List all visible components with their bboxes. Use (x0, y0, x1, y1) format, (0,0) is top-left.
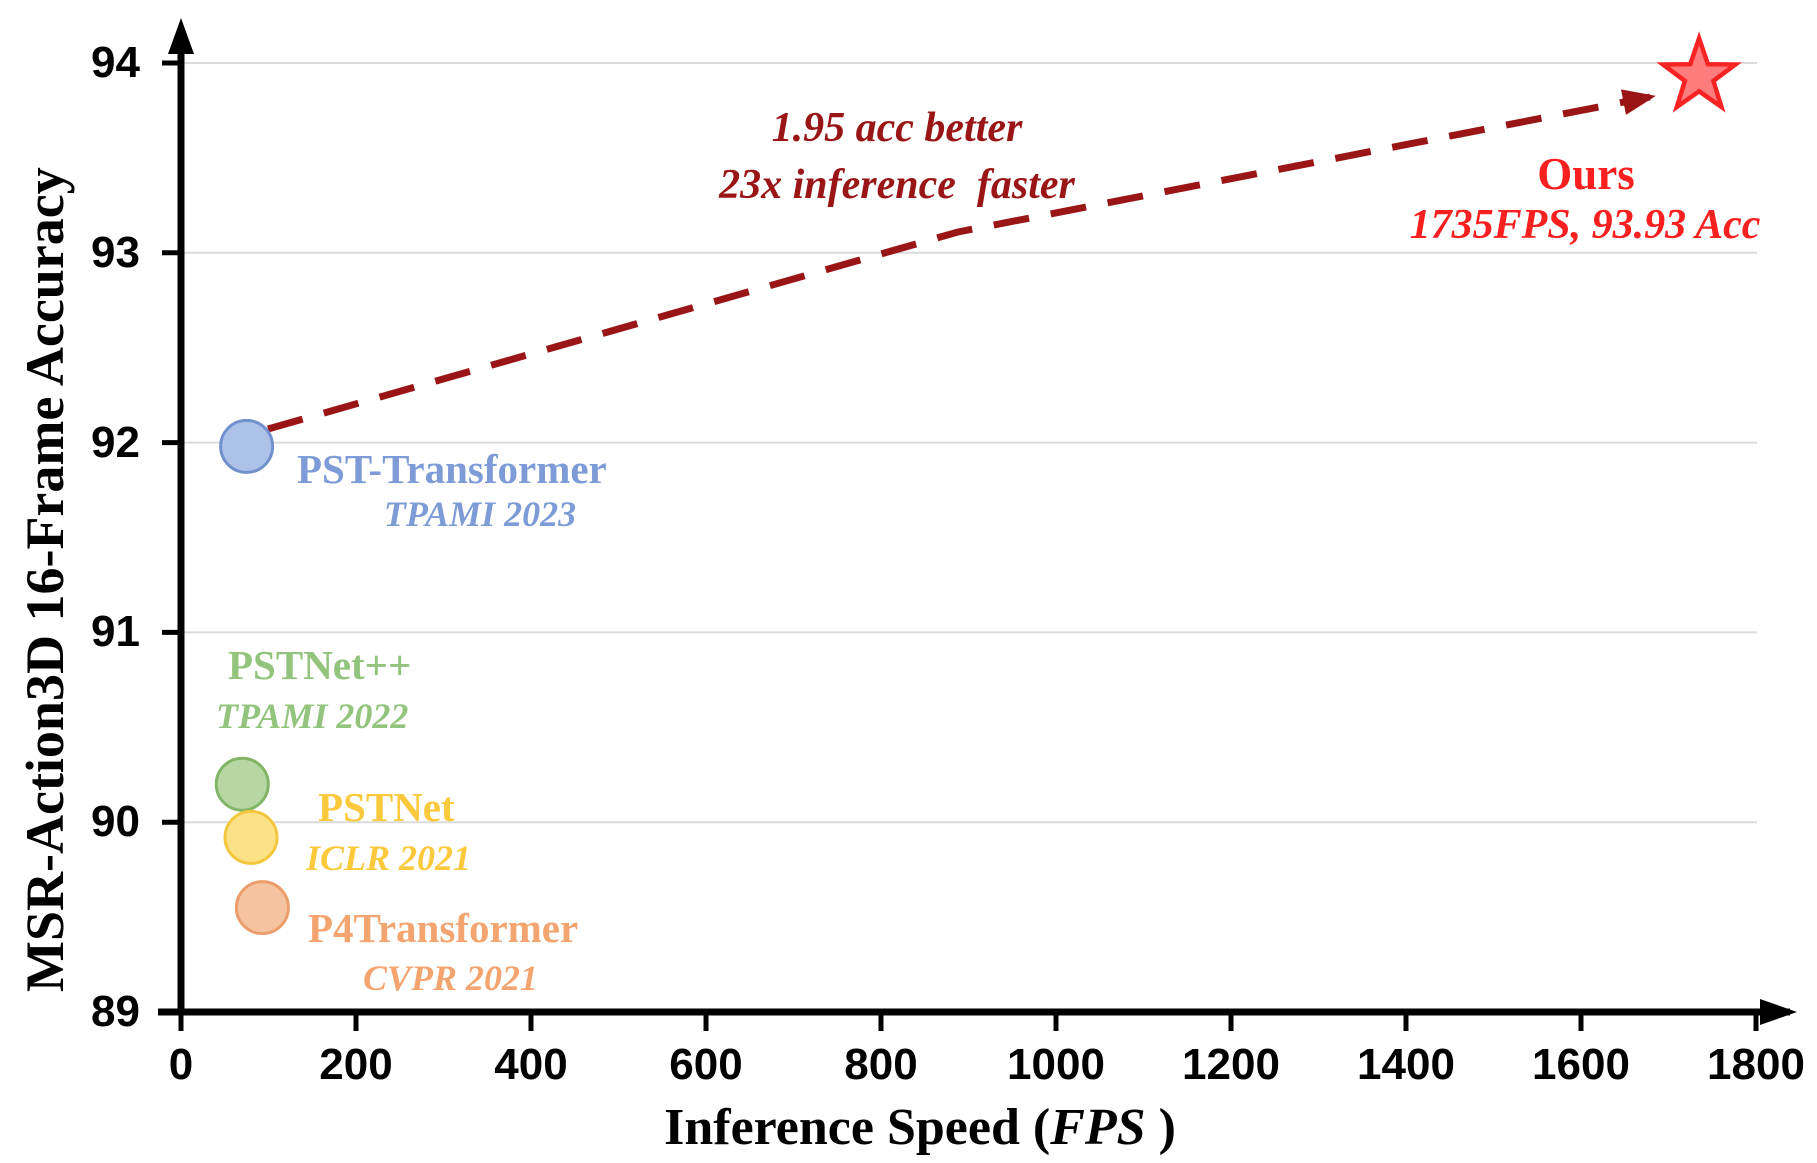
x-tick-label-1800: 1800 (1707, 1040, 1805, 1089)
point-marker-pstnet-pp (214, 756, 270, 812)
y-tick-label-90: 90 (91, 797, 140, 847)
x-tick-label-600: 600 (669, 1040, 743, 1089)
x-tick-label-1200: 1200 (1182, 1040, 1280, 1089)
x-axis-title-prefix: Inference Speed ( (664, 1099, 1051, 1156)
x-tick-label-200: 200 (319, 1040, 393, 1089)
point-marker-p4transformer (234, 880, 290, 936)
point-venue-pst-transformer: TPAMI 2023 (383, 494, 577, 534)
point-venue-pstnet-pp: TPAMI 2022 (216, 696, 409, 736)
x-axis-title-suffix: ) (1145, 1099, 1176, 1156)
y-tick-label-91: 91 (91, 607, 140, 657)
point-marker-star-ours (1656, 31, 1742, 113)
x-tick-label-1400: 1400 (1357, 1040, 1455, 1089)
x-tick-label-400: 400 (494, 1040, 568, 1089)
x-axis-arrowhead-icon (1760, 999, 1797, 1025)
annotation-improvement: 1.95 acc better 23x inference faster (719, 100, 1075, 214)
point-name-p4transformer: P4Transformer (308, 905, 579, 951)
x-tick-label-800: 800 (844, 1040, 918, 1089)
point-name-pst-transformer: PST-Transformer (297, 446, 607, 492)
annotation-line-2: 23x inference faster (719, 162, 1075, 209)
improvement-arrowhead-icon (1621, 89, 1656, 115)
point-marker-pstnet (223, 809, 279, 865)
x-axis-title-fps: FPS (1050, 1099, 1146, 1156)
x-tick-label-1000: 1000 (1007, 1040, 1105, 1089)
point-name-ours: Ours (1537, 149, 1635, 199)
y-tick-label-89: 89 (91, 987, 140, 1036)
point-venue-ours: 1735FPS, 93.93 Acc (1409, 202, 1761, 248)
point-marker-pst-transformer (219, 418, 275, 474)
x-axis-title: Inference Speed (FPS ) (664, 1098, 1176, 1157)
y-tick-label-92: 92 (91, 417, 140, 467)
annotation-line-1: 1.95 acc better (771, 105, 1023, 151)
y-tick-label-94: 94 (91, 38, 140, 87)
y-axis-title: MSR-Action3D 16-Frame Accuracy (15, 167, 75, 992)
point-name-pstnet-pp: PSTNet++ (228, 642, 412, 688)
y-tick-label-93: 93 (91, 227, 140, 277)
x-tick-label-1600: 1600 (1532, 1040, 1630, 1089)
x-tick-label-0: 0 (168, 1040, 194, 1089)
improvement-arrow-dashed-line (267, 93, 1651, 433)
point-venue-pstnet: ICLR 2021 (306, 838, 472, 878)
point-venue-p4transformer: CVPR 2021 (363, 958, 539, 998)
point-name-pstnet: PSTNet (318, 784, 455, 830)
y-axis-arrowhead-icon (168, 18, 194, 54)
